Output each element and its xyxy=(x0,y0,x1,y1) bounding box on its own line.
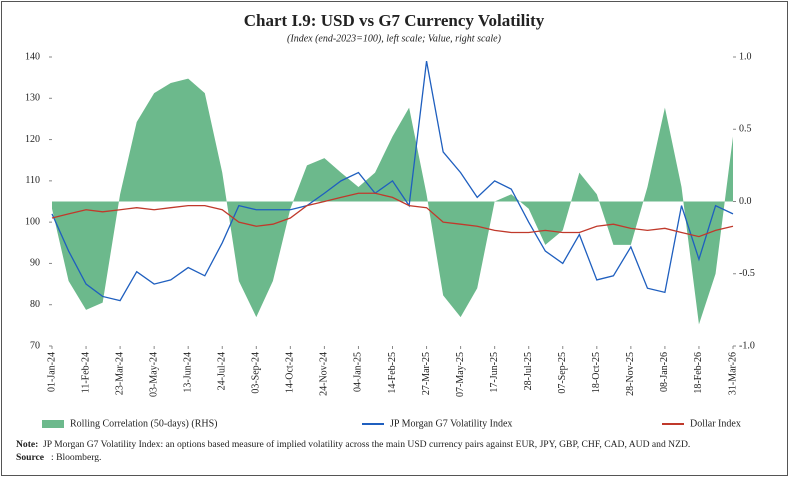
x-tick-label: 03-Sep-24 xyxy=(251,352,262,394)
x-tick-label: 11-Feb-24 xyxy=(80,352,91,393)
x-tick-label: 28-Nov-25 xyxy=(625,352,636,396)
x-tick-label: 18-Feb-26 xyxy=(693,352,704,394)
x-tick-label: 14-Feb-25 xyxy=(387,352,398,394)
y-tick-label: 70 xyxy=(30,340,40,351)
y-tick-label: 100 xyxy=(25,216,40,227)
x-tick-label: 28-Jul-25 xyxy=(523,352,534,390)
legend-label: Rolling Correlation (50-days) (RHS) xyxy=(70,418,217,429)
source-text: : Bloomberg. xyxy=(51,452,101,463)
line xyxy=(51,192,734,238)
x-tick-label: 14-Oct-24 xyxy=(285,352,296,393)
x-tick-label: 04-Jan-25 xyxy=(353,352,364,392)
y2-tick-label: 0.5 xyxy=(739,124,752,135)
y-tick-label: 120 xyxy=(25,134,40,145)
chart-subtitle: (Index (end-2023=100), left scale; Value… xyxy=(287,33,502,44)
y2-tick-label: 0.0 xyxy=(739,196,752,207)
x-tick-label: 07-May-25 xyxy=(455,352,466,397)
x-tick-label: 13-Jun-24 xyxy=(182,352,193,393)
x-tick-label: 07-Sep-25 xyxy=(557,352,568,394)
y2-tick-label: -1.0 xyxy=(739,340,755,351)
x-tick-label: 17-Jun-25 xyxy=(489,352,500,393)
legend-label: Dollar Index xyxy=(690,418,741,429)
note-label: Note: xyxy=(16,439,38,450)
x-tick-label: 27-Mar-25 xyxy=(421,352,432,395)
x-tick-label: 31-Mar-26 xyxy=(727,352,738,395)
x-tick-label: 01-Jan-24 xyxy=(46,352,57,392)
chart-title: Chart I.9: USD vs G7 Currency Volatility xyxy=(244,11,545,30)
y-tick-label: 130 xyxy=(25,93,40,104)
x-tick-label: 24-Jul-24 xyxy=(217,352,228,390)
x-tick-label: 24-Nov-24 xyxy=(319,352,330,396)
y2-tick-label: 1.0 xyxy=(739,51,752,62)
y-tick-label: 110 xyxy=(25,175,40,186)
legend-label: JP Morgan G7 Volatility Index xyxy=(390,418,512,429)
y-tick-label: 140 xyxy=(25,51,40,62)
x-tick-label: 08-Jan-26 xyxy=(659,352,670,392)
y-tick-label: 80 xyxy=(30,299,40,310)
area xyxy=(52,78,733,325)
note-text: JP Morgan G7 Volatility Index: an option… xyxy=(43,439,690,450)
x-tick-label: 18-Oct-25 xyxy=(591,352,602,393)
x-tick-label: 23-Mar-24 xyxy=(114,352,125,395)
source-label: Source xyxy=(16,452,45,463)
y2-tick-label: -0.5 xyxy=(739,268,755,279)
y-tick-label: 90 xyxy=(30,258,40,269)
line xyxy=(51,61,734,302)
x-tick-label: 03-May-24 xyxy=(148,352,159,397)
legend-swatch xyxy=(42,420,64,428)
